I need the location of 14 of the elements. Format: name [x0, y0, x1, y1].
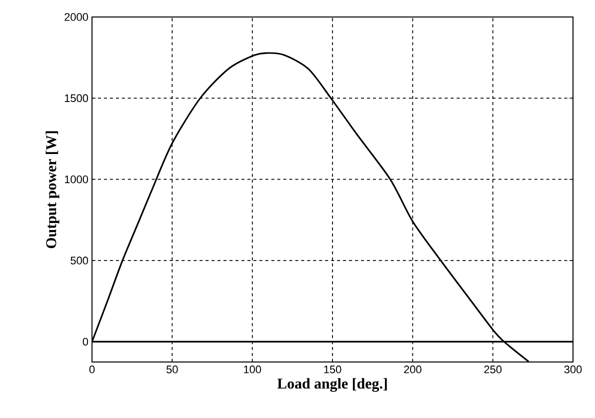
x-tick-label: 100 [244, 366, 262, 374]
y-tick-label: 1000 [64, 175, 88, 184]
y-axis-title: Output power [W] [46, 131, 60, 248]
y-tick-label: 0 [82, 338, 88, 346]
x-tick-label: 200 [404, 366, 422, 374]
y-tick-label: 2000 [64, 13, 88, 21]
x-tick-label: 250 [484, 366, 502, 374]
x-tick-label: 0 [89, 366, 95, 374]
y-tick-label: 1500 [64, 94, 88, 102]
x-tick-label: 300 [564, 366, 582, 374]
x-tick-label: 50 [166, 366, 178, 374]
x-axis-title: Load angle [deg.] [277, 378, 387, 392]
x-tick-label: 150 [324, 366, 342, 374]
y-tick-label: 500 [70, 256, 88, 264]
